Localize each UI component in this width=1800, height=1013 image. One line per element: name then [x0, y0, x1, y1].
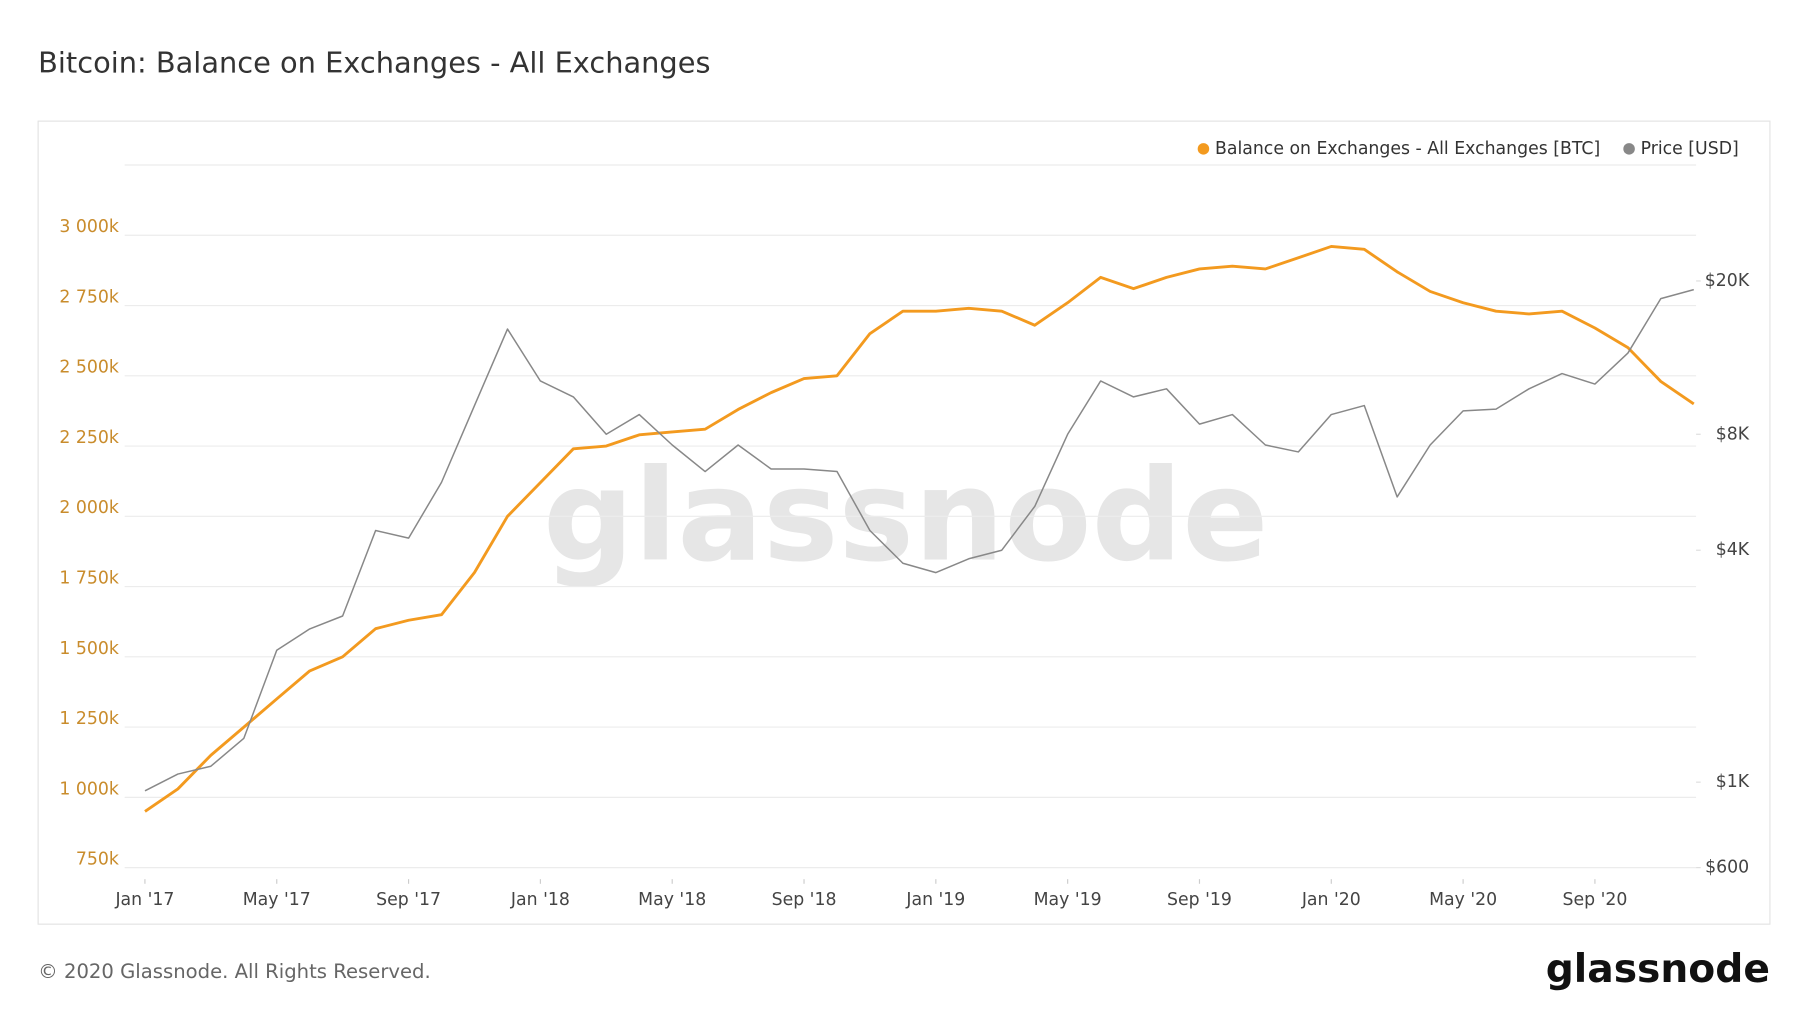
y2-tick-label: $20K: [1705, 271, 1750, 291]
legend-marker: [1197, 143, 1210, 155]
x-tick-label: May '20: [1429, 890, 1497, 910]
y-tick-label: 2 000k: [59, 498, 119, 518]
legend-label: Price [USD]: [1641, 139, 1739, 159]
y-tick-label: 2 500k: [59, 358, 119, 378]
plot: 750k 1 000k 1 250k 1 500k 1 750k 2 000k 2 250k…: [59, 139, 1749, 910]
y-tick-label: 750k: [76, 850, 119, 870]
x-tick-label: Jan '17: [114, 890, 174, 910]
x-tick-label: Jan '19: [905, 890, 965, 910]
x-tick-label: May '17: [243, 890, 311, 910]
y-tick-label: 2 750k: [59, 287, 119, 307]
x-tick-label: May '19: [1034, 890, 1102, 910]
legend-label: Balance on Exchanges - All Exchanges [BT…: [1215, 139, 1600, 159]
y-tick-label: 1 250k: [59, 709, 119, 729]
x-tick-label: Jan '18: [510, 890, 570, 910]
y2-tick-label: $1K: [1716, 772, 1750, 792]
x-tick-label: May '18: [638, 890, 706, 910]
y2-tick-label: $600: [1705, 858, 1749, 878]
logo: glassnode: [1546, 947, 1770, 992]
series-line: [144, 288, 1694, 792]
x-tick-label: Jan '20: [1301, 890, 1361, 910]
y-tick-label: 2 250k: [59, 428, 119, 448]
y-tick-label: 1 750k: [59, 568, 119, 588]
y-tick-label: 1 500k: [59, 639, 119, 659]
x-tick-label: Sep '19: [1167, 890, 1232, 910]
watermark: glassnode: [543, 442, 1269, 590]
series-line: [144, 245, 1695, 813]
y-tick-label: 3 000k: [59, 217, 119, 237]
y2-tick-label: $4K: [1716, 540, 1750, 560]
chart-title: Bitcoin: Balance on Exchanges - All Exch…: [38, 46, 710, 80]
x-tick-label: Sep '18: [772, 890, 837, 910]
legend-marker: [1623, 143, 1635, 155]
y2-tick-label: $8K: [1716, 424, 1750, 444]
x-tick-label: Sep '17: [376, 890, 441, 910]
chart-frame: [37, 120, 1771, 925]
x-tick-label: Sep '20: [1562, 890, 1627, 910]
y-tick-label: 1 000k: [59, 779, 119, 799]
copyright: © 2020 Glassnode. All Rights Reserved.: [38, 960, 431, 983]
